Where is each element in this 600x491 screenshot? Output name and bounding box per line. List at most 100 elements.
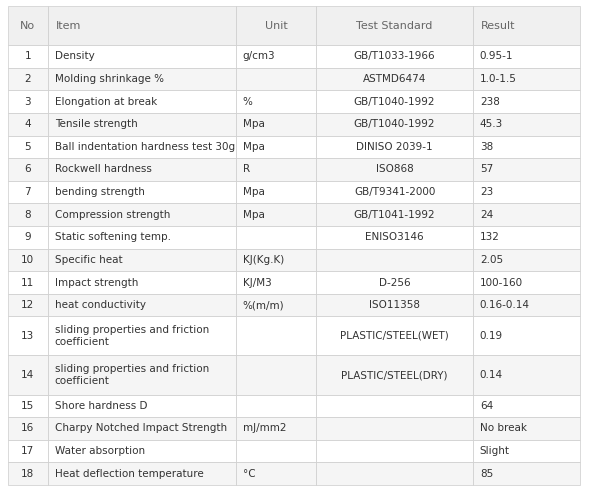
Text: °C: °C (243, 469, 256, 479)
Text: DINISO 2039-1: DINISO 2039-1 (356, 142, 433, 152)
Bar (473, 294, 580, 316)
Bar (8, 158, 48, 181)
Bar (473, 90, 580, 113)
Text: PLASTIC/STEEL(DRY): PLASTIC/STEEL(DRY) (341, 370, 448, 380)
Text: %(m/m): %(m/m) (243, 300, 284, 310)
Text: 15: 15 (21, 401, 34, 411)
Text: Water absorption: Water absorption (55, 446, 145, 456)
Bar (236, 113, 316, 136)
Bar (48, 136, 236, 158)
Text: 2: 2 (25, 74, 31, 84)
Bar (473, 113, 580, 136)
Bar (473, 68, 580, 90)
Bar (473, 248, 580, 271)
Text: 17: 17 (21, 446, 34, 456)
Bar (316, 136, 473, 158)
Bar (236, 355, 316, 395)
Bar (316, 440, 473, 463)
Bar (316, 6, 473, 45)
Bar (473, 203, 580, 226)
Bar (8, 395, 48, 417)
Bar (473, 181, 580, 203)
Text: GB/T1033-1966: GB/T1033-1966 (354, 52, 436, 61)
Text: D-256: D-256 (379, 277, 410, 288)
Text: ISO868: ISO868 (376, 164, 413, 174)
Text: ENISO3146: ENISO3146 (365, 232, 424, 242)
Bar (316, 355, 473, 395)
Bar (316, 90, 473, 113)
Text: 6: 6 (25, 164, 31, 174)
Text: Rockwell hardness: Rockwell hardness (55, 164, 152, 174)
Text: %: % (243, 97, 253, 107)
Bar (48, 271, 236, 294)
Text: 38: 38 (480, 142, 493, 152)
Bar (473, 440, 580, 463)
Text: 2.05: 2.05 (480, 255, 503, 265)
Bar (48, 226, 236, 248)
Text: KJ(Kg.K): KJ(Kg.K) (243, 255, 284, 265)
Text: Elongation at break: Elongation at break (55, 97, 157, 107)
Bar (316, 181, 473, 203)
Text: 100-160: 100-160 (480, 277, 523, 288)
Bar (8, 203, 48, 226)
Text: sliding properties and friction
coefficient: sliding properties and friction coeffici… (55, 364, 209, 386)
Bar (316, 203, 473, 226)
Bar (48, 294, 236, 316)
Bar (236, 68, 316, 90)
Text: R: R (243, 164, 250, 174)
Bar (236, 181, 316, 203)
Text: 0.14: 0.14 (480, 370, 503, 380)
Bar (236, 158, 316, 181)
Text: Result: Result (481, 21, 515, 30)
Bar (473, 417, 580, 440)
Bar (8, 113, 48, 136)
Text: Test Standard: Test Standard (356, 21, 433, 30)
Text: 10: 10 (21, 255, 34, 265)
Text: 5: 5 (25, 142, 31, 152)
Bar (236, 463, 316, 485)
Bar (48, 355, 236, 395)
Bar (236, 203, 316, 226)
Bar (48, 316, 236, 355)
Bar (236, 226, 316, 248)
Bar (8, 316, 48, 355)
Text: 57: 57 (480, 164, 493, 174)
Text: Heat deflection temperature: Heat deflection temperature (55, 469, 203, 479)
Text: 64: 64 (480, 401, 493, 411)
Text: Mpa: Mpa (243, 210, 265, 219)
Bar (473, 271, 580, 294)
Text: 45.3: 45.3 (480, 119, 503, 129)
Text: PLASTIC/STEEL(WET): PLASTIC/STEEL(WET) (340, 331, 449, 341)
Bar (236, 316, 316, 355)
Bar (8, 226, 48, 248)
Bar (8, 271, 48, 294)
Text: GB/T1041-1992: GB/T1041-1992 (354, 210, 436, 219)
Bar (48, 440, 236, 463)
Text: 11: 11 (21, 277, 34, 288)
Text: 0.95-1: 0.95-1 (480, 52, 514, 61)
Bar (473, 158, 580, 181)
Bar (48, 45, 236, 68)
Text: 7: 7 (25, 187, 31, 197)
Text: 9: 9 (25, 232, 31, 242)
Bar (8, 294, 48, 316)
Bar (48, 395, 236, 417)
Bar (48, 68, 236, 90)
Text: Specific heat: Specific heat (55, 255, 122, 265)
Text: Unit: Unit (265, 21, 287, 30)
Bar (8, 355, 48, 395)
Text: 238: 238 (480, 97, 500, 107)
Text: 18: 18 (21, 469, 34, 479)
Text: Compression strength: Compression strength (55, 210, 170, 219)
Bar (316, 226, 473, 248)
Text: 132: 132 (480, 232, 500, 242)
Bar (8, 248, 48, 271)
Text: Mpa: Mpa (243, 187, 265, 197)
Bar (316, 463, 473, 485)
Bar (236, 90, 316, 113)
Bar (236, 271, 316, 294)
Text: Ball indentation hardness test 30g: Ball indentation hardness test 30g (55, 142, 235, 152)
Bar (8, 45, 48, 68)
Bar (316, 68, 473, 90)
Bar (473, 316, 580, 355)
